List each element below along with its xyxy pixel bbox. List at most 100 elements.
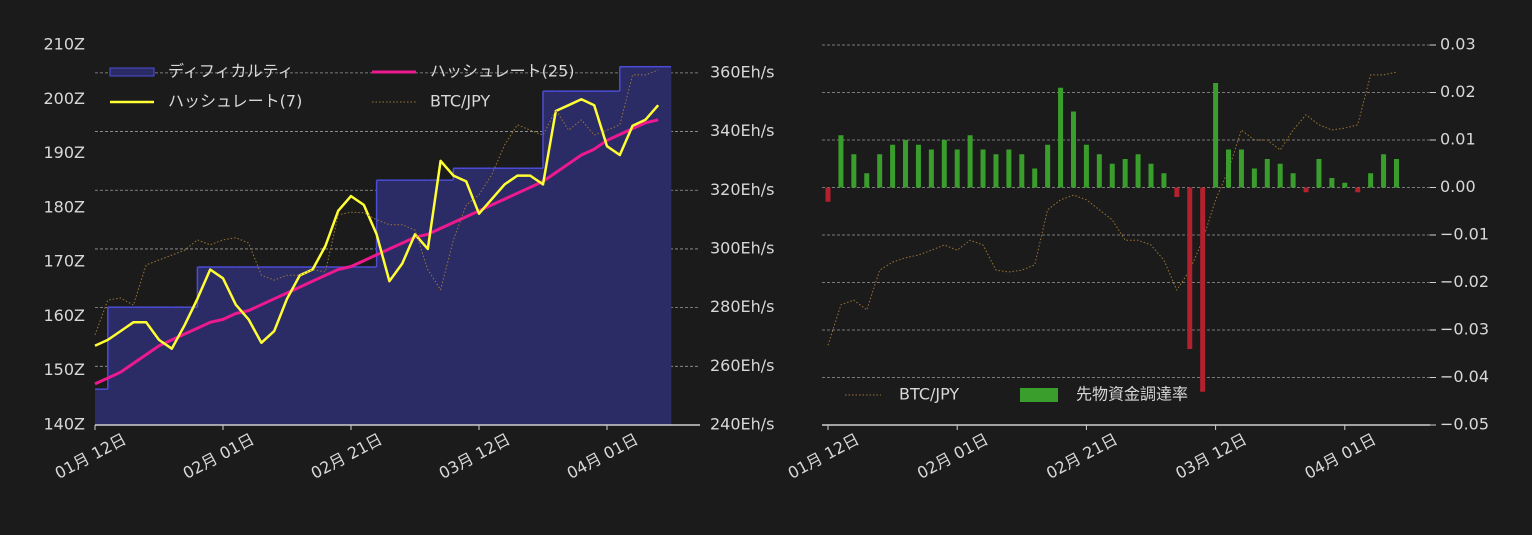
y2-tick-label: 340Eh/s	[710, 121, 775, 140]
legend-swatch	[1020, 388, 1058, 402]
difficulty-area	[581, 91, 595, 426]
bar	[1045, 144, 1051, 188]
bar	[967, 135, 973, 188]
bar	[1264, 159, 1270, 188]
bar	[1329, 178, 1335, 188]
difficulty-area	[248, 267, 262, 425]
bar	[1187, 187, 1193, 349]
difficulty-area	[338, 267, 352, 425]
difficulty-area	[389, 180, 403, 425]
legend-label: ハッシュレート(7)	[168, 92, 302, 111]
y-tick-label: 200Z	[44, 89, 86, 108]
difficulty-area	[197, 267, 211, 425]
difficulty-area	[223, 267, 237, 425]
bar	[928, 149, 934, 188]
y-tick-label: 0.03	[1440, 35, 1476, 54]
difficulty-area	[133, 307, 147, 425]
difficulty-area	[261, 267, 275, 425]
legend-label: 先物資金調達率	[1076, 385, 1188, 404]
y-tick-label: −0.03	[1440, 320, 1489, 339]
bar	[1148, 163, 1154, 188]
bar	[993, 154, 999, 188]
difficulty-area	[658, 66, 672, 425]
bar	[1290, 173, 1296, 188]
bar	[877, 154, 883, 188]
y2-tick-label: 260Eh/s	[710, 356, 775, 375]
difficulty-area	[351, 267, 365, 425]
difficulty-area	[504, 168, 518, 425]
y-tick-label: 170Z	[44, 252, 86, 271]
bar	[1096, 154, 1102, 188]
bar	[1355, 187, 1361, 193]
y2-tick-label: 360Eh/s	[710, 62, 775, 81]
difficulty-area	[530, 168, 544, 425]
bar	[1303, 187, 1309, 193]
difficulty-area	[184, 307, 198, 425]
legend-swatch	[109, 67, 155, 77]
y-tick-label: 0.02	[1440, 82, 1476, 101]
bar	[1109, 163, 1115, 188]
y-tick-label: 140Z	[44, 415, 86, 434]
difficulty-area	[619, 66, 633, 425]
y-tick-label: −0.02	[1440, 272, 1489, 291]
bar	[1316, 159, 1322, 188]
bar	[1381, 154, 1387, 188]
y-tick-label: 190Z	[44, 143, 86, 162]
difficulty-area	[479, 168, 493, 425]
y2-tick-label: 300Eh/s	[710, 238, 775, 257]
difficulty-area	[107, 307, 121, 425]
bar	[1070, 111, 1076, 188]
bar	[903, 140, 909, 188]
bar	[1019, 154, 1025, 188]
difficulty-area	[440, 180, 454, 425]
bar	[1083, 144, 1089, 188]
difficulty-area	[376, 180, 390, 425]
bar	[1122, 159, 1128, 188]
bar	[851, 154, 857, 188]
difficulty-area	[235, 267, 249, 425]
difficulty-area	[632, 66, 646, 425]
bar	[890, 144, 896, 188]
line-series	[94, 69, 659, 336]
bar	[915, 144, 921, 188]
bar	[1135, 154, 1141, 188]
difficulty-area	[325, 267, 339, 425]
bar	[1174, 187, 1180, 197]
y-tick-label: 150Z	[44, 360, 86, 379]
difficulty-area	[645, 66, 659, 425]
legend-label: BTC/JPY	[899, 385, 959, 404]
difficulty-area	[607, 91, 621, 426]
bar	[1006, 149, 1012, 188]
difficulty-area	[274, 267, 288, 425]
bar	[1342, 182, 1348, 188]
y2-tick-label: 320Eh/s	[710, 180, 775, 199]
bar	[1200, 187, 1206, 392]
bar	[825, 187, 831, 202]
difficulty-area	[299, 267, 313, 425]
y2-tick-label: 280Eh/s	[710, 297, 775, 316]
bar	[1393, 159, 1399, 188]
difficulty-area	[159, 307, 173, 425]
line-series	[94, 98, 660, 350]
difficulty-area	[517, 168, 531, 425]
bar	[1161, 173, 1167, 188]
y-tick-label: 180Z	[44, 197, 86, 216]
difficulty-area	[466, 168, 480, 425]
difficulty-area	[555, 91, 569, 426]
bar	[954, 149, 960, 188]
bar	[1226, 149, 1232, 188]
bar	[1368, 173, 1374, 188]
y-tick-label: −0.05	[1440, 415, 1489, 434]
difficulty-area	[568, 91, 582, 426]
y2-tick-label: 240Eh/s	[710, 415, 775, 434]
difficulty-area	[171, 307, 185, 425]
difficulty-area	[95, 389, 109, 425]
difficulty-area	[312, 267, 326, 425]
difficulty-area	[363, 267, 377, 425]
bar	[1032, 168, 1038, 188]
y-tick-label: 0.00	[1440, 177, 1476, 196]
legend-label: ディフィカルティ	[168, 62, 294, 81]
bar	[864, 173, 870, 188]
bar	[1058, 87, 1064, 188]
